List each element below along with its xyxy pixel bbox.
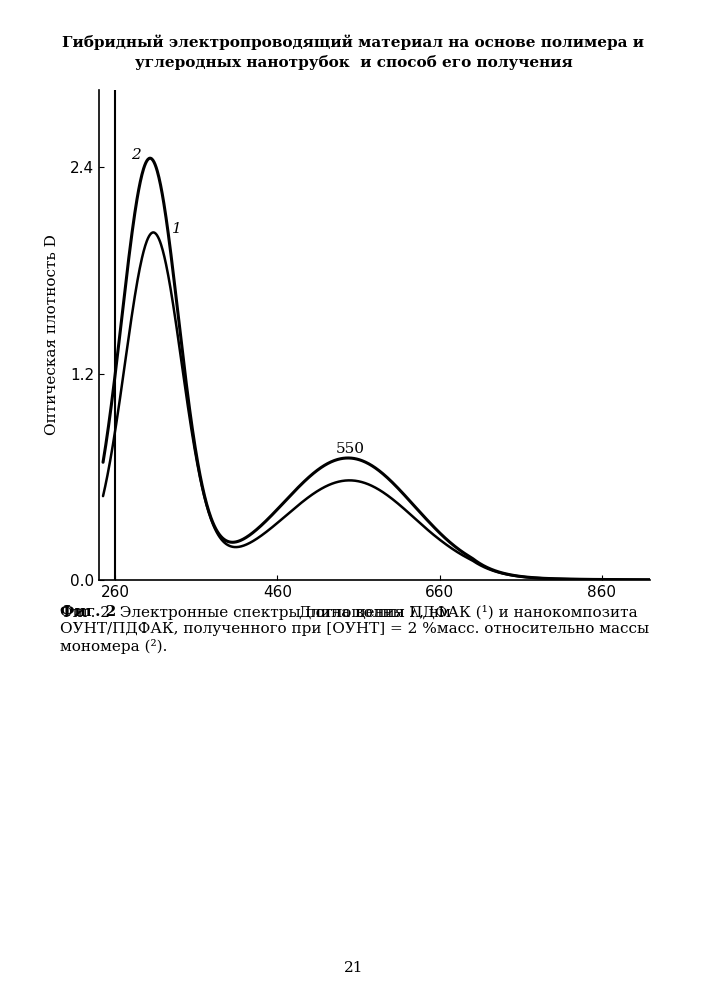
Text: 550: 550 bbox=[336, 442, 365, 456]
Text: Фиг. 2  Электронные спектры поглощения ПДФАК (¹) и нанокомпозита
ОУНТ/ПДФАК, пол: Фиг. 2 Электронные спектры поглощения ПД… bbox=[60, 605, 649, 654]
Text: 2: 2 bbox=[132, 148, 141, 162]
Text: 21: 21 bbox=[344, 961, 363, 975]
Text: углеродных нанотрубок  и способ его получения: углеродных нанотрубок и способ его получ… bbox=[134, 55, 573, 70]
X-axis label: Длина волны λ, нм: Длина волны λ, нм bbox=[299, 605, 450, 619]
Text: Гибридный электропроводящий материал на основе полимера и: Гибридный электропроводящий материал на … bbox=[62, 35, 645, 50]
Text: 1: 1 bbox=[172, 222, 182, 236]
Text: Фиг. 2: Фиг. 2 bbox=[60, 605, 117, 619]
Y-axis label: Оптическая плотность D: Оптическая плотность D bbox=[45, 235, 59, 435]
